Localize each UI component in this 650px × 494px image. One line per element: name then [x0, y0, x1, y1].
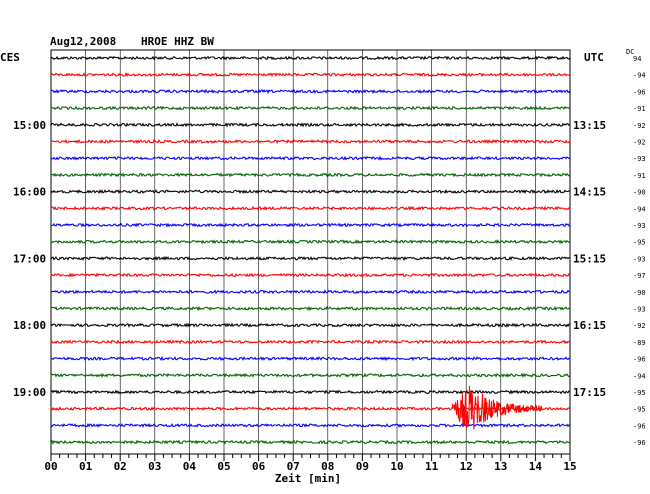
dc-offset-13: -97: [633, 272, 646, 280]
dc-offset-22: -96: [633, 422, 646, 430]
dc-offset-20: -95: [633, 389, 646, 397]
utc-time-label-3: 16:15: [573, 319, 606, 332]
x-tick-label-05: 05: [217, 460, 230, 473]
event-group: [451, 385, 543, 430]
trace-14: [50, 289, 571, 295]
x-tick-label-14: 14: [529, 460, 543, 473]
trace-2: [50, 88, 571, 95]
utc-time-label-0: 13:15: [573, 119, 606, 132]
event-waveform-0: [451, 385, 543, 430]
trace-22: [50, 422, 571, 429]
utc-time-label-1: 14:15: [573, 186, 606, 199]
x-tick-label-00: 00: [44, 460, 57, 473]
trace-3: [50, 105, 571, 111]
dc-offset-16: -92: [633, 322, 646, 330]
local-time-labels: 15:00 16:00 17:00 18:00 19:00: [13, 119, 46, 399]
utc-time-labels: 13:15 14:15 15:15 16:15 17:15: [573, 119, 606, 399]
x-tick-label-04: 04: [183, 460, 197, 473]
x-axis: 00 01 02 03 04 05 06 07 08 09 10 11 12 13 14 15: [44, 454, 577, 473]
trace-23: [50, 439, 571, 445]
dc-header-label: DC: [626, 48, 634, 56]
local-time-label-3: 18:00: [13, 319, 46, 332]
trace-15: [50, 305, 571, 312]
x-axis-label: Zeit [min]: [275, 472, 341, 485]
trace-6: [50, 155, 571, 161]
dc-offset-7: -91: [633, 172, 646, 180]
dc-offset-19: -94: [633, 372, 646, 380]
dc-offset-8: -90: [633, 189, 646, 197]
local-time-label-0: 15:00: [13, 119, 46, 132]
trace-9: [50, 205, 571, 212]
dc-offset-5: -92: [633, 139, 646, 147]
dc-offset-9: -94: [633, 205, 646, 213]
dc-offset-17: -89: [633, 339, 646, 347]
dc-offset-11: -95: [633, 239, 646, 247]
dc-offset-21: -95: [633, 406, 646, 414]
right-timezone-label: UTC: [584, 51, 604, 64]
dc-offset-4: -92: [633, 122, 646, 130]
trace-17: [50, 339, 571, 345]
x-tick-label-15: 15: [563, 460, 576, 473]
trace-13: [50, 272, 571, 278]
local-time-label-2: 17:00: [13, 252, 46, 265]
chart-date: Aug12,2008: [50, 35, 116, 48]
minute-gridlines: [85, 50, 536, 454]
trace-5: [50, 138, 571, 145]
dc-offset-15: -93: [633, 306, 646, 314]
dc-offset-labels: 94 -94 -96 -91 -92 -92 -93 -91 -90 -94 -93 -95 -93 -9…: [633, 55, 646, 447]
dc-offset-23: -96: [633, 439, 646, 447]
utc-time-label-2: 15:15: [573, 252, 606, 265]
trace-7: [50, 172, 571, 178]
trace-18: [50, 355, 571, 362]
dc-offset-2: -96: [633, 88, 646, 96]
utc-time-label-4: 17:15: [573, 386, 606, 399]
local-time-label-1: 16:00: [13, 186, 46, 199]
trace-12: [50, 255, 571, 262]
trace-20: [50, 389, 571, 395]
local-time-label-4: 19:00: [13, 386, 46, 399]
x-tick-label-10: 10: [390, 460, 403, 473]
dc-offset-12: -93: [633, 255, 646, 263]
trace-16: [50, 322, 571, 328]
x-tick-label-06: 06: [252, 460, 266, 473]
trace-4: [50, 122, 570, 128]
dc-offset-3: -91: [633, 105, 646, 113]
x-tick-label-13: 13: [494, 460, 507, 473]
x-tick-label-11: 11: [425, 460, 439, 473]
trace-1: [50, 71, 571, 78]
dc-offset-6: -93: [633, 155, 646, 163]
left-timezone-label: CES: [0, 51, 20, 64]
trace-8: [50, 188, 571, 195]
dc-offset-10: -93: [633, 222, 646, 230]
chart-station: HROE HHZ BW: [141, 35, 214, 48]
x-tick-label-08: 08: [321, 460, 334, 473]
x-tick-label-01: 01: [79, 460, 93, 473]
trace-19: [50, 372, 571, 379]
x-tick-label-09: 09: [356, 460, 369, 473]
trace-10: [50, 222, 571, 228]
dc-offset-0: 94: [633, 55, 641, 63]
trace-group: [50, 55, 571, 445]
trace-11: [50, 239, 571, 245]
x-tick-label-02: 02: [114, 460, 127, 473]
dc-offset-14: -90: [633, 289, 646, 297]
dc-offset-18: -96: [633, 356, 646, 364]
dc-offset-1: -94: [633, 72, 646, 80]
x-tick-label-03: 03: [148, 460, 161, 473]
x-tick-label-07: 07: [287, 460, 300, 473]
trace-0: [50, 55, 571, 61]
x-tick-label-12: 12: [460, 460, 473, 473]
